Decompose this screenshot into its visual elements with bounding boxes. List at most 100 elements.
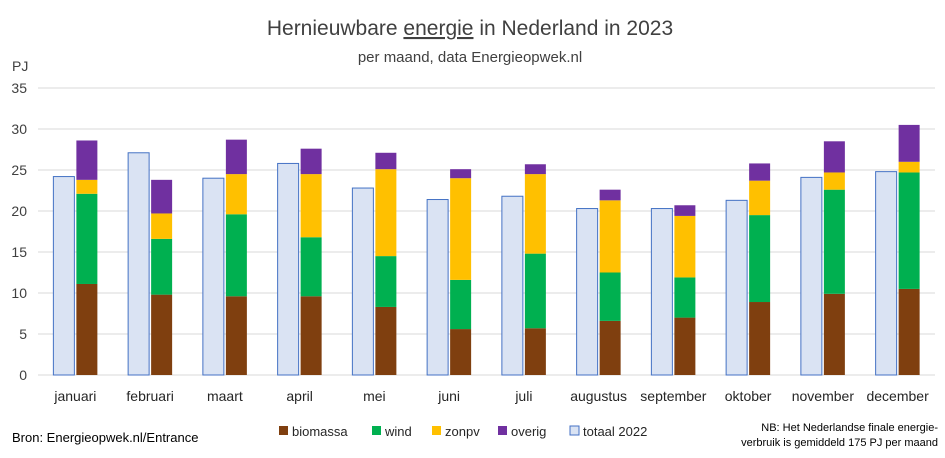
bar-zonpv <box>300 174 322 238</box>
bar-biomassa <box>450 329 472 375</box>
bar-overig <box>898 124 920 162</box>
bar-zonpv <box>151 213 173 239</box>
bar-overig <box>823 141 845 173</box>
bar-wind <box>599 272 621 321</box>
bar-zonpv <box>450 178 472 280</box>
bar-wind <box>375 256 397 307</box>
bar-totaal-2022 <box>127 152 150 376</box>
bar-wind <box>225 214 247 297</box>
bar-biomassa <box>674 317 696 375</box>
x-category-label: juli <box>514 388 532 404</box>
bar-wind <box>823 189 845 294</box>
x-category-label: januari <box>53 388 96 404</box>
y-tick-label: 15 <box>11 244 27 260</box>
bar-totaal-2022 <box>501 195 524 376</box>
legend-swatch-wind <box>372 426 381 435</box>
y-tick-label: 0 <box>19 367 27 383</box>
x-category-label: mei <box>363 388 386 404</box>
legend-label: wind <box>384 424 412 439</box>
y-tick-label: 35 <box>11 80 27 96</box>
bar-zonpv <box>375 169 397 257</box>
chart-title-emphasis: energie <box>403 17 473 40</box>
bar-totaal-2022 <box>277 162 300 376</box>
legend-label: totaal 2022 <box>583 424 647 439</box>
bar-biomassa <box>599 320 621 375</box>
bar-totaal-2022 <box>725 199 748 376</box>
bar-totaal-2022 <box>875 171 898 376</box>
bar-wind <box>749 215 771 303</box>
bar-totaal-2022 <box>576 208 599 376</box>
bar-zonpv <box>599 200 621 273</box>
bar-biomassa <box>375 306 397 375</box>
bar-layer <box>52 124 920 376</box>
legend-swatch-overig <box>498 426 507 435</box>
bar-biomassa <box>524 328 546 375</box>
bar-biomassa <box>151 294 173 375</box>
bar-wind <box>898 172 920 289</box>
bar-overig <box>375 152 397 170</box>
bar-wind <box>151 238 173 295</box>
y-axis-label: PJ <box>12 58 28 74</box>
bar-zonpv <box>225 174 247 215</box>
tick-layer: 0 5 10 15 20 25 30 35 januari februari maart april m… <box>11 80 929 404</box>
bar-biomassa <box>300 296 322 375</box>
bar-biomassa <box>225 296 247 375</box>
legend-swatch-totaal-2022 <box>569 425 580 436</box>
bar-overig <box>674 205 696 216</box>
bar-wind <box>450 279 472 330</box>
note-line-2: verbruik is gemiddeld 175 PJ per maand <box>741 437 938 449</box>
bar-overig <box>225 139 247 175</box>
bar-overig <box>450 169 472 179</box>
x-category-label: augustus <box>570 388 627 404</box>
bar-overig <box>599 189 621 201</box>
chart-title: Hernieuwbare energie in Nederland in 202… <box>267 17 673 40</box>
y-tick-label: 25 <box>11 162 27 178</box>
bar-overig <box>151 179 173 214</box>
bar-zonpv <box>674 215 696 278</box>
bar-overig <box>300 148 322 175</box>
note-line-1: NB: Het Nederlandse finale energie- <box>761 422 938 434</box>
bar-totaal-2022 <box>650 208 673 376</box>
bar-zonpv <box>898 161 920 173</box>
bar-biomassa <box>823 293 845 375</box>
bar-biomassa <box>749 302 771 375</box>
bar-overig <box>524 164 546 175</box>
legend-label: biomassa <box>292 424 348 439</box>
bar-zonpv <box>76 179 98 194</box>
bar-totaal-2022 <box>426 199 449 376</box>
y-tick-label: 5 <box>19 326 27 342</box>
bar-zonpv <box>823 172 845 190</box>
y-tick-label: 20 <box>11 203 27 219</box>
x-category-label: november <box>792 388 855 404</box>
legend-swatch-zonpv <box>432 426 441 435</box>
bar-overig <box>76 140 98 180</box>
chart-title-part: in Nederland in 2023 <box>473 17 673 40</box>
y-tick-label: 10 <box>11 285 27 301</box>
y-tick-label: 30 <box>11 121 27 137</box>
x-category-label: maart <box>207 388 243 404</box>
legend-label: zonpv <box>445 424 480 439</box>
legend-swatch-biomassa <box>279 426 288 435</box>
bar-wind <box>674 277 696 318</box>
x-category-label: september <box>640 388 706 404</box>
bar-totaal-2022 <box>351 187 374 376</box>
bar-totaal-2022 <box>800 176 823 376</box>
x-category-label: oktober <box>725 388 772 404</box>
x-category-label: februari <box>126 388 173 404</box>
source-text: Bron: Energieopwek.nl/Entrance <box>12 430 198 445</box>
x-category-label: december <box>866 388 929 404</box>
bar-biomassa <box>898 288 920 375</box>
bar-wind <box>524 253 546 329</box>
bar-totaal-2022 <box>202 177 225 376</box>
legend: biomassa wind zonpv overig totaal 2022 <box>279 424 647 439</box>
legend-label: overig <box>511 424 546 439</box>
bar-totaal-2022 <box>52 176 75 376</box>
bar-overig <box>749 163 771 181</box>
chart-subtitle: per maand, data Energieopwek.nl <box>358 49 582 66</box>
x-category-label: juni <box>437 388 460 404</box>
chart-title-part: Hernieuwbare <box>267 17 404 40</box>
bar-wind <box>76 193 98 284</box>
x-category-label: april <box>286 388 312 404</box>
